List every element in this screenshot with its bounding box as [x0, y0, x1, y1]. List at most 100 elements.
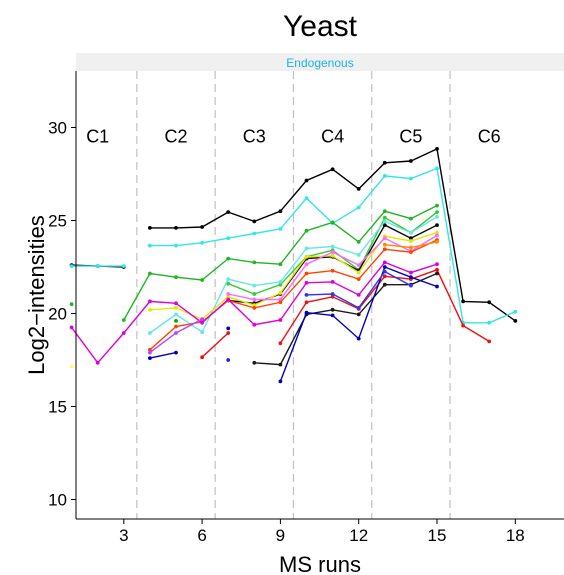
data-point: [382, 219, 387, 224]
data-point: [226, 326, 231, 331]
data-point: [487, 339, 492, 344]
data-point: [356, 253, 361, 257]
data-point: [330, 294, 335, 299]
data-point: [252, 297, 257, 302]
data-point: [174, 319, 178, 323]
data-point: [174, 312, 178, 317]
data-point: [304, 271, 309, 276]
data-series: [174, 319, 178, 323]
data-series: [148, 317, 205, 355]
data-series: [226, 233, 439, 302]
series-layer: [69, 147, 518, 384]
data-point: [226, 331, 231, 335]
data-point: [382, 274, 387, 279]
data-point: [148, 271, 152, 276]
data-point: [461, 299, 465, 304]
data-point: [435, 284, 439, 289]
data-point: [148, 226, 152, 230]
series-line: [279, 268, 490, 344]
data-point: [252, 231, 257, 236]
data-point: [148, 331, 152, 335]
data-point: [148, 307, 152, 312]
data-point: [382, 282, 387, 287]
data-point: [356, 205, 361, 210]
x-axis-ticks: 3 6 9 12 15 18: [119, 519, 525, 545]
data-point: [304, 262, 309, 267]
series-line: [201, 332, 229, 358]
data-point: [278, 300, 283, 305]
data-point: [356, 293, 361, 297]
condition-label: C1: [86, 126, 109, 146]
data-point: [69, 325, 74, 330]
data-point: [435, 233, 439, 238]
condition-labels: C1 C2 C3 C4 C5 C6: [86, 126, 501, 146]
data-point: [226, 292, 231, 296]
data-point: [382, 215, 387, 220]
data-series: [382, 240, 439, 250]
data-point: [174, 243, 178, 248]
data-point: [226, 236, 231, 241]
data-point: [148, 350, 152, 355]
data-point: [435, 267, 439, 272]
data-series: [69, 203, 439, 322]
data-point: [330, 253, 335, 258]
data-point: [356, 312, 361, 317]
series-line: [306, 270, 412, 309]
data-point: [278, 318, 283, 322]
data-point: [252, 306, 257, 310]
y-tick-label: 15: [48, 398, 67, 417]
x-tick-label: 12: [349, 526, 368, 545]
data-point: [121, 331, 126, 335]
data-series: [226, 358, 231, 362]
data-point: [382, 247, 387, 252]
y-tick-label: 10: [48, 491, 67, 510]
data-point: [278, 209, 283, 214]
data-point: [69, 364, 74, 369]
data-point: [148, 299, 152, 304]
data-point: [200, 240, 205, 245]
data-point: [252, 303, 257, 307]
data-series: [148, 214, 439, 335]
data-point: [226, 297, 231, 302]
data-series: [304, 269, 413, 310]
data-point: [435, 147, 439, 151]
series-line: [254, 272, 438, 366]
data-point: [356, 306, 361, 310]
data-point: [356, 240, 361, 244]
data-point: [278, 341, 283, 346]
data-point: [252, 260, 257, 265]
series-line: [149, 239, 438, 351]
data-point: [278, 362, 283, 367]
data-point: [174, 275, 178, 280]
data-point: [356, 270, 361, 275]
data-point: [174, 331, 178, 335]
condition-label: C3: [243, 126, 266, 146]
data-point: [278, 291, 283, 295]
data-point: [330, 268, 335, 273]
data-point: [435, 166, 439, 171]
x-tick-label: 15: [428, 526, 447, 545]
data-point: [226, 210, 231, 215]
data-point: [200, 320, 205, 325]
data-point: [278, 227, 283, 231]
x-tick-label: 9: [276, 526, 285, 545]
data-point: [304, 310, 309, 315]
data-point: [330, 220, 335, 225]
data-point: [330, 244, 335, 249]
condition-label: C5: [399, 126, 422, 146]
data-point: [487, 300, 492, 305]
data-point: [435, 271, 439, 276]
data-point: [174, 226, 178, 230]
data-point: [304, 196, 309, 201]
data-point: [252, 322, 257, 327]
data-point: [278, 262, 283, 267]
data-series: [69, 364, 74, 369]
data-point: [487, 320, 492, 325]
x-tick-label: 6: [197, 526, 206, 545]
y-tick-label: 25: [48, 212, 67, 231]
data-point: [513, 309, 518, 314]
data-point: [200, 278, 205, 282]
y-tick-label: 20: [48, 305, 67, 324]
data-point: [330, 307, 335, 312]
data-point: [174, 301, 178, 306]
